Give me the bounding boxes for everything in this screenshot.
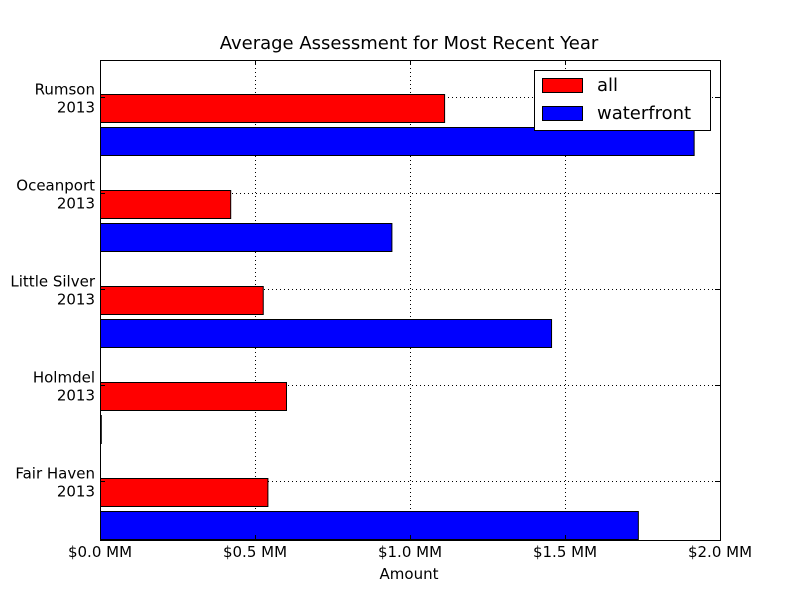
category-year-label: 2013 [57,195,95,213]
x-tick-label: $2.0 MM [688,543,752,561]
bar-waterfront [100,127,695,156]
bar-waterfront [100,319,553,348]
bar-waterfront [100,511,639,540]
x-axis-label: Amount [380,565,439,583]
legend: all waterfront [534,70,711,131]
category-year-label: 2013 [57,483,95,501]
bars [100,94,695,540]
bar-all [100,94,446,123]
x-tick-label: $0.5 MM [223,543,287,561]
x-tick-label: $1.0 MM [378,543,442,561]
legend-swatch-waterfront [542,106,583,121]
bar-waterfront [100,223,393,252]
bar-all [100,382,287,411]
category-label: Fair Haven [15,465,95,483]
chart-title: Average Assessment for Most Recent Year [220,33,599,54]
category-label: Holmdel [33,369,95,387]
legend-label-waterfront: waterfront [597,103,691,124]
bar-all [100,190,232,219]
x-tick-label: $0.0 MM [68,543,132,561]
bar-all [100,478,269,507]
category-label: Rumson [35,81,95,99]
x-tick-label: $1.5 MM [533,543,597,561]
legend-label-all: all [597,75,618,96]
category-year-label: 2013 [57,387,95,405]
category-year-label: 2013 [57,291,95,309]
x-axis-tick-labels: $0.0 MM $0.5 MM $1.0 MM $1.5 MM $2.0 MM [68,543,752,561]
category-year-label: 2013 [57,99,95,117]
category-label: Oceanport [16,177,95,195]
legend-swatch-all [542,78,583,93]
category-label: Little Silver [10,273,95,291]
bar-all [100,286,264,315]
axis-ticks [100,60,721,540]
